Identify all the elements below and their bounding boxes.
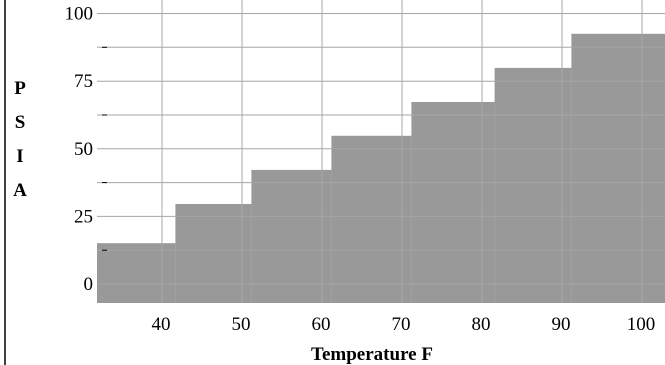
bar-7: [571, 33, 665, 304]
minor-ticks: [102, 46, 107, 251]
y-axis-label-letter-4: A: [13, 180, 27, 201]
x-tick-label-2: 50: [232, 314, 251, 335]
x-tick-label-4: 70: [392, 314, 411, 335]
y-tick-label-1: 0: [84, 274, 94, 295]
y-tick-label-3: 50: [74, 139, 93, 160]
bar-2: [175, 204, 252, 303]
x-tick-label-6: 90: [552, 314, 571, 335]
x-tick-label-1: 40: [152, 314, 171, 335]
x-tick-label-7: 100: [627, 314, 656, 335]
y-tick-labels: 0 25 50 75 100: [65, 4, 94, 296]
bar-1: [97, 243, 176, 303]
y-axis-label-letter-2: S: [15, 112, 26, 133]
bar-5: [411, 102, 495, 303]
y-axis-label-letter-3: I: [16, 146, 23, 167]
x-tick-label-5: 80: [472, 314, 491, 335]
gridlines: [97, 0, 665, 303]
bars: [97, 33, 665, 304]
x-tick-labels: 40 50 60 70 80 90 100: [152, 314, 656, 335]
bar-3: [251, 169, 332, 303]
y-tick-label-4: 75: [74, 71, 93, 92]
x-axis-label: Temperature F: [311, 344, 433, 365]
bar-6: [494, 67, 572, 304]
y-axis-label-letter-1: P: [14, 78, 26, 99]
bar-4: [331, 135, 412, 303]
x-tick-label-3: 60: [312, 314, 331, 335]
y-tick-label-2: 25: [74, 206, 93, 227]
y-tick-label-5: 100: [65, 4, 94, 25]
